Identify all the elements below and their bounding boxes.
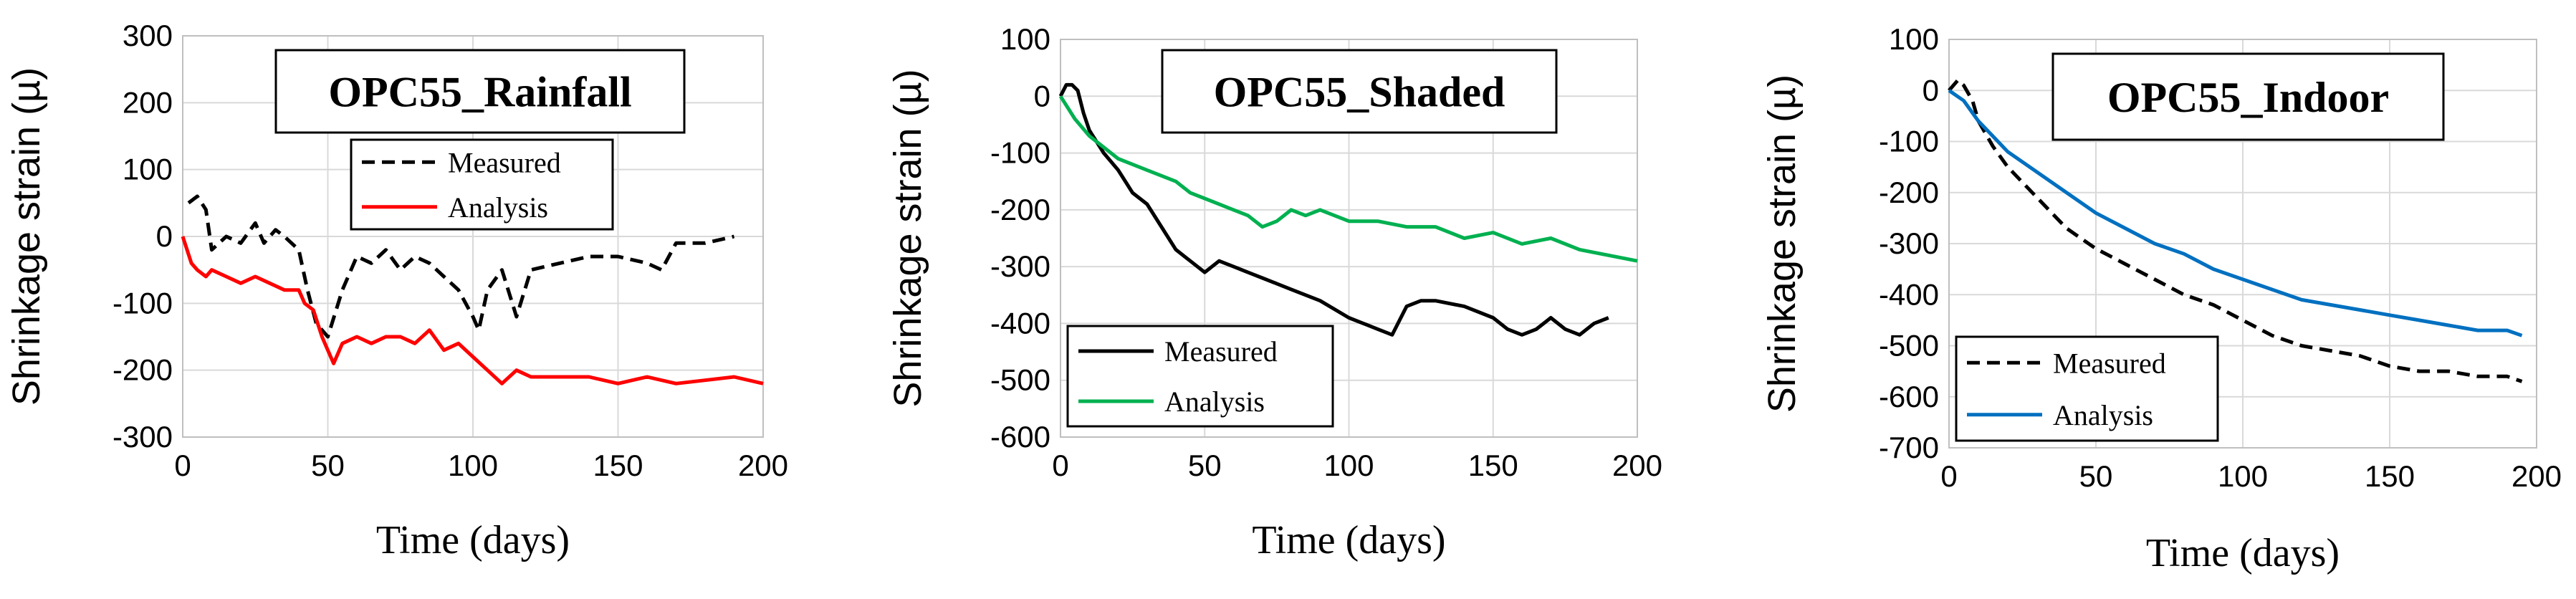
title-box — [274, 49, 686, 134]
y-tick-label: -200 — [1879, 176, 1939, 209]
x-tick-label: 200 — [2512, 459, 2562, 493]
y-tick-label: 100 — [123, 153, 173, 186]
y-tick-label: -500 — [1879, 329, 1939, 363]
x-axis-label: Time (days) — [1252, 518, 1445, 562]
y-tick-label: -400 — [1879, 277, 1939, 311]
y-tick-label: -100 — [990, 136, 1050, 170]
x-tick-label: 100 — [448, 449, 498, 482]
series-analysis-line — [1058, 95, 1638, 263]
x-tick-label: 200 — [738, 449, 788, 482]
plot-area — [1948, 39, 2537, 449]
chart-rainfall: -300 -200 -100 0 100 200 300 0 50 100 150 200 Shrink… — [5, 19, 788, 562]
legend-label-analysis: Analysis — [2053, 399, 2153, 431]
y-tick-label: -200 — [990, 193, 1050, 226]
y-tick-label: -100 — [1879, 125, 1939, 158]
chart-title: OPC55_Rainfall — [328, 69, 631, 116]
chart-title: OPC55_Indoor — [2107, 74, 2389, 121]
series-measured-line — [1948, 78, 2523, 383]
x-tick-label: 0 — [174, 449, 191, 482]
y-tick-label: -500 — [990, 363, 1050, 397]
legend-box — [1066, 325, 1334, 428]
chart-title: OPC55_Shaded — [1214, 69, 1505, 116]
y-tick-label: -300 — [112, 420, 173, 454]
x-tick-label: 50 — [311, 449, 345, 482]
y-tick-label: -100 — [112, 286, 173, 320]
x-tick-label: 100 — [1323, 449, 1374, 482]
series-measured-line — [187, 194, 735, 339]
x-tick-label: 150 — [2365, 459, 2415, 493]
y-tick-label: 0 — [1923, 73, 1939, 107]
plot-area — [1060, 39, 1638, 438]
title-box — [1161, 49, 1558, 134]
chart-indoor: -700 -600 -500 -400 -300 -200 -100 0 100 0 50 100 15… — [1761, 22, 2562, 575]
legend-box — [1955, 335, 2219, 442]
y-tick-label: -600 — [1879, 380, 1939, 413]
x-tick-label: 50 — [2079, 459, 2113, 493]
x-tick-label: 50 — [1188, 449, 1222, 482]
series-analysis-line — [181, 236, 764, 385]
series-analysis-line — [1948, 89, 2523, 337]
legend-label-measured: Measured — [2053, 347, 2166, 379]
series-measured-line — [1058, 82, 1609, 337]
chart-shaded: -600 -500 -400 -300 -200 -100 0 100 0 50 100 150 200… — [886, 22, 1662, 562]
legend-box — [350, 138, 614, 231]
y-tick-label: 100 — [1889, 22, 1939, 56]
y-tick-label: -700 — [1879, 431, 1939, 464]
title-box — [2051, 52, 2445, 141]
y-tick-label: -600 — [990, 420, 1050, 454]
x-axis-label: Time (days) — [2146, 531, 2340, 575]
plot-area — [182, 35, 764, 438]
y-tick-label: 200 — [123, 85, 173, 119]
y-tick-label: -400 — [990, 306, 1050, 340]
y-tick-label: 0 — [1034, 79, 1050, 112]
x-tick-label: 150 — [1468, 449, 1518, 482]
y-tick-label: -200 — [112, 353, 173, 387]
y-axis-label: Shrinkage strain (µ) — [5, 67, 48, 406]
x-tick-label: 0 — [1940, 459, 1957, 493]
y-tick-label: 300 — [123, 19, 173, 52]
legend-label-measured: Measured — [448, 146, 561, 178]
legend-label-analysis: Analysis — [448, 191, 548, 224]
y-axis-label: Shrinkage strain (µ) — [1761, 75, 1804, 413]
y-tick-label: 100 — [1000, 22, 1050, 56]
x-tick-label: 100 — [2218, 459, 2268, 493]
x-tick-label: 200 — [1612, 449, 1662, 482]
x-tick-label: 0 — [1052, 449, 1068, 482]
x-axis-label: Time (days) — [376, 518, 570, 562]
y-tick-label: 0 — [156, 219, 173, 253]
legend-label-analysis: Analysis — [1164, 385, 1265, 418]
y-tick-label: -300 — [990, 249, 1050, 283]
y-tick-label: -300 — [1879, 226, 1939, 260]
legend-label-measured: Measured — [1164, 335, 1278, 368]
x-tick-label: 150 — [593, 449, 643, 482]
y-axis-label: Shrinkage strain (µ) — [886, 69, 929, 407]
